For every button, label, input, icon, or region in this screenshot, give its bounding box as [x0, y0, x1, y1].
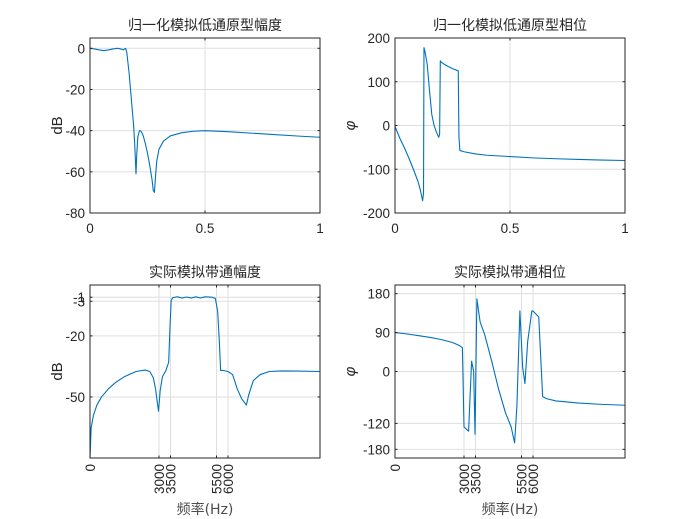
- y-tick-label: 0: [382, 119, 390, 134]
- x-tick-label: 3000: [457, 464, 472, 494]
- x-tick-label: 6000: [526, 464, 541, 494]
- x-tick-label: 5500: [210, 464, 225, 494]
- data-line-magnitude: [90, 296, 320, 458]
- y-tick-label: -80: [65, 206, 85, 221]
- y-tick-label: -60: [65, 165, 85, 180]
- y-axis-label: dB: [49, 362, 66, 380]
- data-line-phase: [395, 47, 625, 202]
- x-tick-label: 0: [388, 464, 403, 472]
- y-tick-label: -40: [65, 124, 85, 139]
- plot-area: [90, 285, 320, 458]
- subplot-lowpass-phase: 0 0.5 1 200 100 0 -100 -200 归一化模拟低通原型相位 φ: [342, 17, 629, 236]
- x-tick-label: 0: [86, 221, 94, 236]
- y-tick-label: -20: [65, 329, 85, 344]
- x-tick-label: 0.5: [501, 221, 520, 236]
- y-axis-label: φ: [342, 366, 359, 376]
- x-tick-label: 6000: [221, 464, 236, 494]
- y-tick-label: -180: [363, 442, 390, 457]
- x-tick-label: 1: [621, 221, 629, 236]
- y-tick-label: -120: [363, 416, 390, 431]
- y-tick-label: -50: [65, 390, 85, 405]
- y-tick-label: 200: [367, 31, 390, 46]
- y-axis-label: φ: [342, 120, 359, 130]
- x-tick-label: 0: [83, 464, 98, 472]
- x-axis-label: 频率(Hz): [177, 501, 234, 518]
- y-axis-label: dB: [49, 116, 66, 134]
- data-line-magnitude: [90, 47, 320, 193]
- subplot-title: 归一化模拟低通原型幅度: [128, 17, 282, 34]
- subplot-lowpass-magnitude: 0 0.5 1 0 -20 -40 -60 -80 归一化模拟低通原型幅度 dB: [49, 17, 324, 236]
- x-tick-label: 5500: [515, 464, 530, 494]
- y-tick-label: 100: [367, 75, 390, 90]
- x-tick-label: 3000: [152, 464, 167, 494]
- data-line-phase: [395, 298, 625, 444]
- y-tick-label: -1: [73, 290, 85, 305]
- subplot-title: 实际模拟带通相位: [454, 265, 566, 281]
- y-tick-label: -20: [65, 82, 85, 97]
- y-tick-label: 90: [375, 326, 390, 341]
- x-tick-label: 3500: [469, 464, 484, 494]
- y-tick-label: -3: [73, 294, 85, 309]
- y-tick-label: 0: [382, 365, 390, 380]
- x-tick-label: 0.5: [196, 221, 215, 236]
- x-tick-label: 1: [316, 221, 324, 236]
- y-tick-label: -100: [363, 162, 390, 177]
- subplot-title: 实际模拟带通幅度: [149, 265, 261, 281]
- y-tick-label: -200: [363, 206, 390, 221]
- subplot-title: 归一化模拟低通原型相位: [433, 17, 587, 34]
- x-axis-label: 频率(Hz): [482, 501, 539, 518]
- x-tick-label: 3500: [164, 464, 179, 494]
- axes-box: [89, 284, 321, 459]
- y-tick-label: 0: [77, 41, 85, 56]
- x-tick-label: 0: [391, 221, 399, 236]
- y-tick-label: 180: [367, 287, 390, 302]
